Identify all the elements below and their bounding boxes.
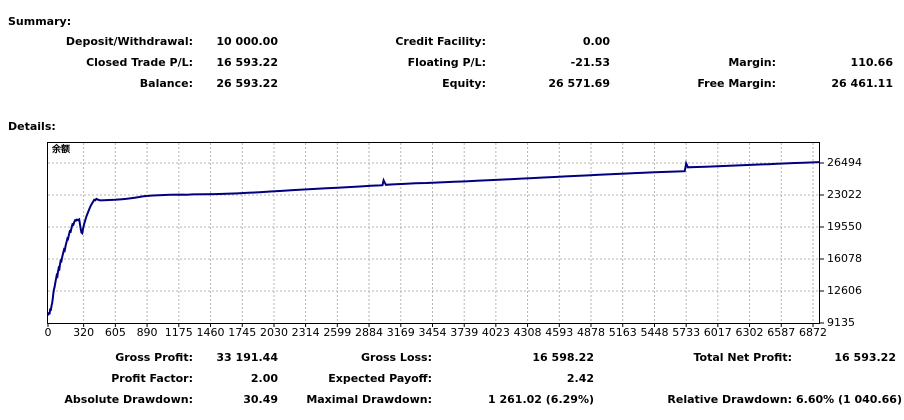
x-axis-label: 3169 — [386, 326, 415, 339]
gross-profit-label: Gross Profit: — [115, 351, 193, 364]
equity-label: Equity: — [442, 77, 486, 90]
gross-profit-value: 33 191.44 — [216, 351, 278, 364]
deposit-withdrawal-label: Deposit/Withdrawal: — [65, 35, 193, 48]
expected-payoff-value: 2.42 — [566, 372, 594, 385]
x-axis-label: 4593 — [545, 326, 574, 339]
x-axis-label: 6872 — [798, 326, 827, 339]
margin-label: Margin: — [728, 56, 776, 69]
x-axis-label: 2030 — [259, 326, 288, 339]
relative-drawdown-label: Relative Drawdown: — [667, 393, 792, 406]
details-section-title: Details: — [8, 120, 56, 133]
x-axis-label: 6587 — [767, 326, 796, 339]
total-net-profit-value: 16 593.22 — [834, 351, 896, 364]
x-axis-label: 320 — [73, 326, 95, 339]
y-axis-label: 19550 — [827, 220, 862, 233]
balance-chart: 余额 — [47, 142, 824, 327]
x-axis-label: 2599 — [323, 326, 352, 339]
gross-loss-value: 16 598.22 — [532, 351, 594, 364]
floating-pl-value: -21.53 — [570, 56, 610, 69]
relative-drawdown-value: 6.60% (1 040.66) — [796, 393, 902, 406]
x-axis-label: 6017 — [703, 326, 732, 339]
x-axis-label: 890 — [136, 326, 158, 339]
balance-curve — [47, 160, 820, 316]
closed-trade-pl-label: Closed Trade P/L: — [86, 56, 193, 69]
x-axis-label: 0 — [44, 326, 52, 339]
equity-value: 26 571.69 — [548, 77, 610, 90]
y-axis-label: 23022 — [827, 188, 862, 201]
x-axis-label: 2884 — [355, 326, 384, 339]
profit-factor-value: 2.00 — [250, 372, 278, 385]
balance-value: 26 593.22 — [216, 77, 278, 90]
x-axis-label: 1460 — [196, 326, 225, 339]
credit-facility-value: 0.00 — [582, 35, 610, 48]
x-axis-label: 2314 — [291, 326, 320, 339]
deposit-withdrawal-value: 10 000.00 — [216, 35, 278, 48]
y-axis-label: 12606 — [827, 284, 862, 297]
x-axis-label: 5163 — [608, 326, 637, 339]
closed-trade-pl-value: 16 593.22 — [216, 56, 278, 69]
summary-section-title: Summary: — [8, 15, 72, 28]
x-axis-label: 4023 — [481, 326, 510, 339]
credit-facility-label: Credit Facility: — [395, 35, 486, 48]
x-axis-label: 605 — [104, 326, 126, 339]
y-axis-label: 9135 — [827, 316, 855, 329]
y-axis-label: 16078 — [827, 252, 862, 265]
floating-pl-label: Floating P/L: — [407, 56, 486, 69]
x-axis-label: 1175 — [164, 326, 193, 339]
gross-loss-label: Gross Loss: — [361, 351, 432, 364]
margin-value: 110.66 — [850, 56, 893, 69]
x-axis-label: 1745 — [228, 326, 257, 339]
absolute-drawdown-value: 30.49 — [243, 393, 278, 406]
y-axis-label: 26494 — [827, 156, 862, 169]
absolute-drawdown-label: Absolute Drawdown: — [64, 393, 193, 406]
x-axis-label: 5733 — [672, 326, 701, 339]
chart-legend-balance: 余额 — [52, 145, 71, 155]
balance-curve-plot — [47, 143, 824, 327]
x-axis-label: 5448 — [640, 326, 669, 339]
x-axis-label: 3739 — [450, 326, 479, 339]
x-axis-label: 3454 — [418, 326, 447, 339]
x-axis-label: 4878 — [577, 326, 606, 339]
total-net-profit-label: Total Net Profit: — [693, 351, 793, 364]
free-margin-label: Free Margin: — [697, 77, 776, 90]
expected-payoff-label: Expected Payoff: — [328, 372, 432, 385]
maximal-drawdown-label: Maximal Drawdown: — [306, 393, 432, 406]
x-axis-label: 4308 — [513, 326, 542, 339]
balance-label: Balance: — [139, 77, 193, 90]
maximal-drawdown-value: 1 261.02 (6.29%) — [488, 393, 594, 406]
profit-factor-label: Profit Factor: — [111, 372, 193, 385]
free-margin-value: 26 461.11 — [831, 77, 893, 90]
x-axis-label: 6302 — [735, 326, 764, 339]
